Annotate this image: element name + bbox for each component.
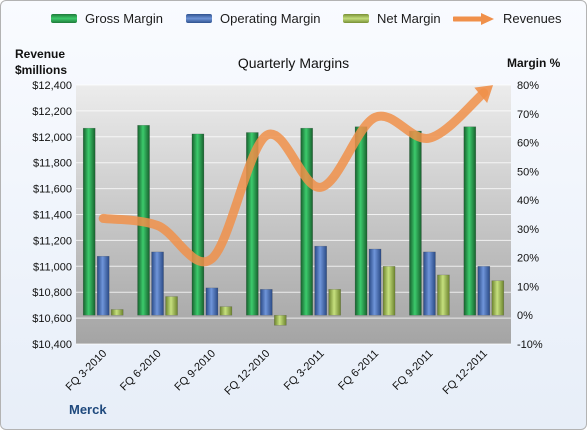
right-tick-label: 70%	[517, 109, 539, 121]
left-tick-label: $11,000	[33, 261, 72, 273]
right-tick-label: 50%	[517, 166, 539, 178]
left-tick-label: $11,600	[33, 184, 72, 196]
net-margin-bar	[274, 314, 287, 326]
left-tick-label: $10,800	[32, 287, 72, 299]
revenues-arrow-head	[474, 85, 494, 104]
right-tick-label: 0%	[517, 310, 533, 322]
right-tick-label: 40%	[517, 195, 539, 207]
legend-label: Gross Margin	[85, 11, 164, 26]
legend-item-gross-margin: Gross Margin	[51, 11, 163, 26]
operating-margin-bar	[151, 251, 164, 316]
x-tick-label: FQ 12-2011	[441, 348, 490, 397]
x-tick-label: FQ 12-2010	[222, 348, 272, 398]
net-margin-bar	[165, 296, 178, 316]
x-tick-label: FQ 9-2010	[172, 348, 218, 394]
gross-margin-bar	[409, 130, 422, 316]
net-margin-bar	[491, 280, 505, 316]
operating-margin-bar	[423, 251, 436, 316]
revenues-arrow-icon	[453, 12, 494, 25]
right-axis-title: Margin %	[507, 56, 561, 70]
chart-title: Quarterly Margins	[237, 55, 350, 71]
operating-margin-bar	[96, 255, 110, 316]
left-tick-label: $11,400	[33, 210, 72, 222]
net-margin-bar	[437, 274, 450, 316]
left-tick-label: $10,600	[32, 313, 72, 325]
legend-item-revenues: Revenues	[453, 11, 562, 26]
legend: Gross Margin Operating Margin Net Margin…	[21, 11, 576, 37]
left-axis-title-line2: $millions	[15, 63, 68, 77]
right-tick-label: 60%	[517, 138, 539, 150]
operating-margin-bar	[205, 287, 219, 316]
left-tick-label: $11,800	[33, 158, 72, 170]
gross-margin-bar	[463, 126, 477, 316]
legend-item-net-margin: Net Margin	[343, 11, 441, 26]
left-tick-label: $12,400	[32, 80, 72, 92]
operating-margin-bar	[368, 248, 382, 316]
x-tick-label: FQ 9-2011	[390, 348, 435, 393]
net-margin-bar	[110, 309, 124, 316]
x-tick-label: FQ 3-2010	[64, 348, 110, 394]
operating-margin-bar	[477, 266, 491, 316]
x-tick-label: FQ 6-2010	[118, 348, 164, 394]
company-name: Merck	[69, 402, 107, 417]
net-margin-swatch	[343, 14, 369, 23]
legend-label: Revenues	[503, 11, 562, 26]
right-tick-label: -10%	[517, 339, 543, 351]
left-tick-label: $12,200	[32, 106, 72, 118]
net-margin-bar	[328, 289, 341, 316]
left-axis-title-line1: Revenue	[15, 47, 66, 61]
net-margin-bar	[219, 306, 233, 316]
gross-margin-bar	[354, 126, 368, 316]
legend-label: Net Margin	[377, 11, 441, 26]
right-tick-label: 10%	[517, 281, 539, 293]
operating-margin-bar	[314, 245, 327, 316]
x-tick-label: FQ 6-2011	[336, 348, 381, 393]
gross-margin-bar	[191, 133, 205, 316]
right-tick-label: 30%	[517, 224, 539, 236]
legend-label: Operating Margin	[220, 11, 321, 26]
operating-margin-bar	[260, 289, 273, 316]
gross-margin-bar	[82, 127, 96, 316]
legend-item-operating-margin: Operating Margin	[186, 11, 320, 26]
left-tick-label: $11,200	[33, 235, 72, 247]
right-tick-label: 20%	[517, 253, 539, 265]
left-tick-label: $10,400	[32, 339, 72, 351]
right-tick-label: 80%	[517, 80, 539, 92]
net-margin-bar	[382, 266, 396, 316]
x-tick-label: FQ 3-2011	[282, 348, 327, 393]
gross-margin-swatch	[51, 14, 77, 23]
left-axis-title: Revenue $millions	[15, 46, 67, 78]
revenues-line	[98, 88, 489, 266]
operating-margin-swatch	[186, 14, 212, 23]
gross-margin-bar	[300, 127, 313, 316]
left-tick-label: $12,000	[32, 132, 72, 144]
